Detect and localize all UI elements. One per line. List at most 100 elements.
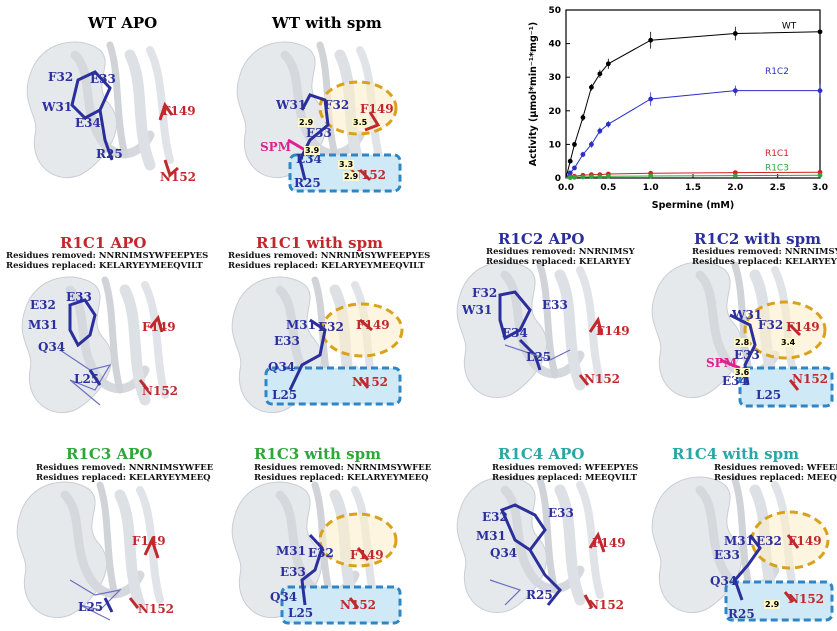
panel-r1c2-spm: R1C2 with spm Residues removed: NNRNIMSY… bbox=[630, 220, 837, 410]
label-n152: N152 bbox=[584, 372, 621, 386]
label-e34: E34 bbox=[296, 152, 322, 166]
label-e32: E32 bbox=[318, 320, 344, 334]
y-tick-label: 20 bbox=[548, 107, 561, 117]
protein-structure bbox=[210, 430, 402, 625]
data-point bbox=[817, 172, 823, 178]
panel-r1c4-apo: R1C4 APO Residues removed: WFEEPYES Resi… bbox=[420, 430, 638, 630]
residues-removed: Residues removed: NNRNIMSYWFEEPYES bbox=[228, 251, 431, 261]
data-point bbox=[580, 115, 586, 120]
label-l25: L25 bbox=[78, 600, 104, 614]
protein-structure bbox=[0, 220, 210, 430]
series-line bbox=[565, 31, 821, 179]
y-tick-label: 30 bbox=[548, 73, 561, 83]
label-n152: N152 bbox=[588, 598, 625, 612]
label-e34: E34 bbox=[722, 374, 748, 388]
label-f149: F149 bbox=[786, 320, 820, 334]
data-point bbox=[732, 88, 738, 94]
label-r25: R25 bbox=[294, 176, 321, 190]
y-axis-label: Activity (µmol*min⁻¹*mg⁻¹) bbox=[528, 22, 539, 167]
label-q34: Q34 bbox=[270, 590, 298, 604]
data-point bbox=[567, 175, 573, 181]
label-q34: Q34 bbox=[490, 546, 518, 560]
protein-structure bbox=[420, 430, 630, 630]
panel-r1c3-apo: R1C3 APO Residues removed: NNRNIMSYWFEE … bbox=[0, 430, 214, 630]
label-w31: W31 bbox=[42, 100, 73, 114]
data-point bbox=[597, 71, 603, 77]
distance-label: 3.3 bbox=[338, 160, 355, 169]
label-e33: E33 bbox=[274, 334, 300, 348]
label-e33: E33 bbox=[90, 72, 116, 86]
label-r25: R25 bbox=[728, 607, 755, 621]
label-m31: M31 bbox=[28, 318, 58, 332]
data-point bbox=[589, 84, 594, 90]
data-point bbox=[567, 170, 573, 176]
residues-removed: Residues removed: NNRNIMSYWFEE bbox=[254, 463, 432, 473]
label-e34: E34 bbox=[502, 326, 528, 340]
label-n152: N152 bbox=[142, 384, 179, 398]
label-n152: N152 bbox=[138, 602, 175, 616]
label-m31: M31 bbox=[724, 534, 754, 548]
panel-title: R1C1 APO bbox=[60, 234, 147, 252]
residues-removed: Residues removed: NNRNIMSYWFEE bbox=[36, 463, 214, 473]
label-q34: Q34 bbox=[710, 574, 738, 588]
label-f32: F32 bbox=[48, 70, 74, 84]
data-point bbox=[817, 29, 823, 35]
residues-replaced: Residues replaced: KELARYEYMEEQ bbox=[36, 473, 211, 483]
label-f149: F149 bbox=[592, 536, 626, 550]
data-point bbox=[597, 128, 603, 134]
label-w31: W31 bbox=[732, 308, 763, 322]
x-tick-label: 1.0 bbox=[643, 183, 659, 193]
data-point bbox=[648, 37, 654, 43]
panel-r1c1-spm: R1C1 with spm Residues removed: NNRNIMSY… bbox=[210, 220, 430, 430]
residues-replaced: Residues replaced: MEEQVILT bbox=[492, 473, 637, 483]
x-tick-label: 2.0 bbox=[727, 183, 743, 193]
label-l25: L25 bbox=[272, 388, 298, 402]
distance-label: 3.4 bbox=[780, 338, 797, 347]
x-tick-label: 2.5 bbox=[770, 183, 786, 193]
x-tick-label: 3.0 bbox=[812, 183, 828, 193]
residues-replaced: Residues replaced: KELARYEYMEEQVILT bbox=[228, 261, 425, 271]
residues-removed: Residues removed: NNRNIMSY bbox=[692, 247, 837, 257]
data-point bbox=[648, 173, 654, 179]
residues-removed: Residues removed: WFEEPYES bbox=[714, 463, 837, 473]
label-r25: R25 bbox=[526, 588, 553, 602]
distance-label: 2.8 bbox=[734, 338, 751, 347]
series-line bbox=[565, 90, 820, 179]
residues-replaced: Residues replaced: KELARYEYMEEQVILT bbox=[6, 261, 203, 271]
panel-title: WT with spm bbox=[272, 14, 382, 32]
label-e32: E32 bbox=[308, 546, 334, 560]
residues-replaced: Residues replaced: KELARYEY bbox=[486, 257, 631, 267]
panel-r1c2-apo: R1C2 APO Residues removed: NNRNIMSY Resi… bbox=[420, 220, 635, 410]
label-f149: F149 bbox=[142, 320, 176, 334]
protein-structure bbox=[420, 220, 630, 410]
label-e34: E34 bbox=[75, 116, 101, 130]
label-f149: F149 bbox=[132, 534, 166, 548]
label-e33: E33 bbox=[734, 348, 760, 362]
data-point bbox=[597, 174, 603, 180]
residues-replaced: Residues replaced: KELARYEYMEEQ bbox=[254, 473, 429, 483]
label-n152: N152 bbox=[340, 598, 377, 612]
protein-structure bbox=[630, 430, 834, 622]
panel-title: R1C2 APO bbox=[498, 230, 585, 248]
distance-label: 2.9 bbox=[764, 600, 781, 609]
label-e33: E33 bbox=[280, 565, 306, 579]
label-q34: Q34 bbox=[268, 360, 296, 374]
label-e33: E33 bbox=[714, 548, 740, 562]
data-point bbox=[732, 31, 738, 36]
x-tick-label: 0.5 bbox=[600, 183, 616, 193]
label-f149: F149 bbox=[350, 548, 384, 562]
label-e32: E32 bbox=[30, 298, 56, 312]
label-f32: F32 bbox=[324, 98, 350, 112]
label-r25: R25 bbox=[96, 147, 123, 161]
panel-r1c4-spm: R1C4 with spm Residues removed: WFEEPYES… bbox=[630, 430, 837, 630]
data-point bbox=[572, 174, 577, 180]
series-label: R1C3 bbox=[765, 164, 789, 174]
residues-replaced: Residues replaced: KELARYEY bbox=[692, 257, 837, 267]
label-l25: L25 bbox=[74, 372, 100, 386]
residues-replaced: Residues replaced: MEEQVILT bbox=[714, 473, 837, 483]
label-f149: F149 bbox=[596, 324, 630, 338]
series-label: R1C2 bbox=[765, 67, 789, 77]
protein-structure bbox=[210, 220, 404, 430]
label-m31: M31 bbox=[476, 529, 506, 543]
distance-label: 3.6 bbox=[734, 368, 751, 377]
